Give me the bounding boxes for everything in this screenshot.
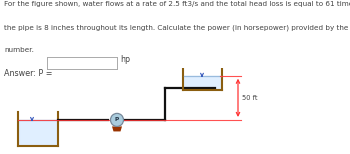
Text: For the figure shown, water flows at a rate of 2.5 ft3/s and the total head loss: For the figure shown, water flows at a r… — [4, 1, 350, 7]
Text: hp: hp — [121, 55, 131, 64]
Text: P: P — [115, 117, 119, 122]
Text: the pipe is 8 inches throughout its length. Calculate the power (in horsepower) : the pipe is 8 inches throughout its leng… — [4, 24, 350, 31]
Text: 50 ft: 50 ft — [242, 95, 258, 101]
Circle shape — [111, 113, 124, 126]
Text: number.: number. — [4, 47, 34, 53]
Text: Answer: P =: Answer: P = — [4, 69, 53, 78]
Polygon shape — [112, 126, 122, 131]
